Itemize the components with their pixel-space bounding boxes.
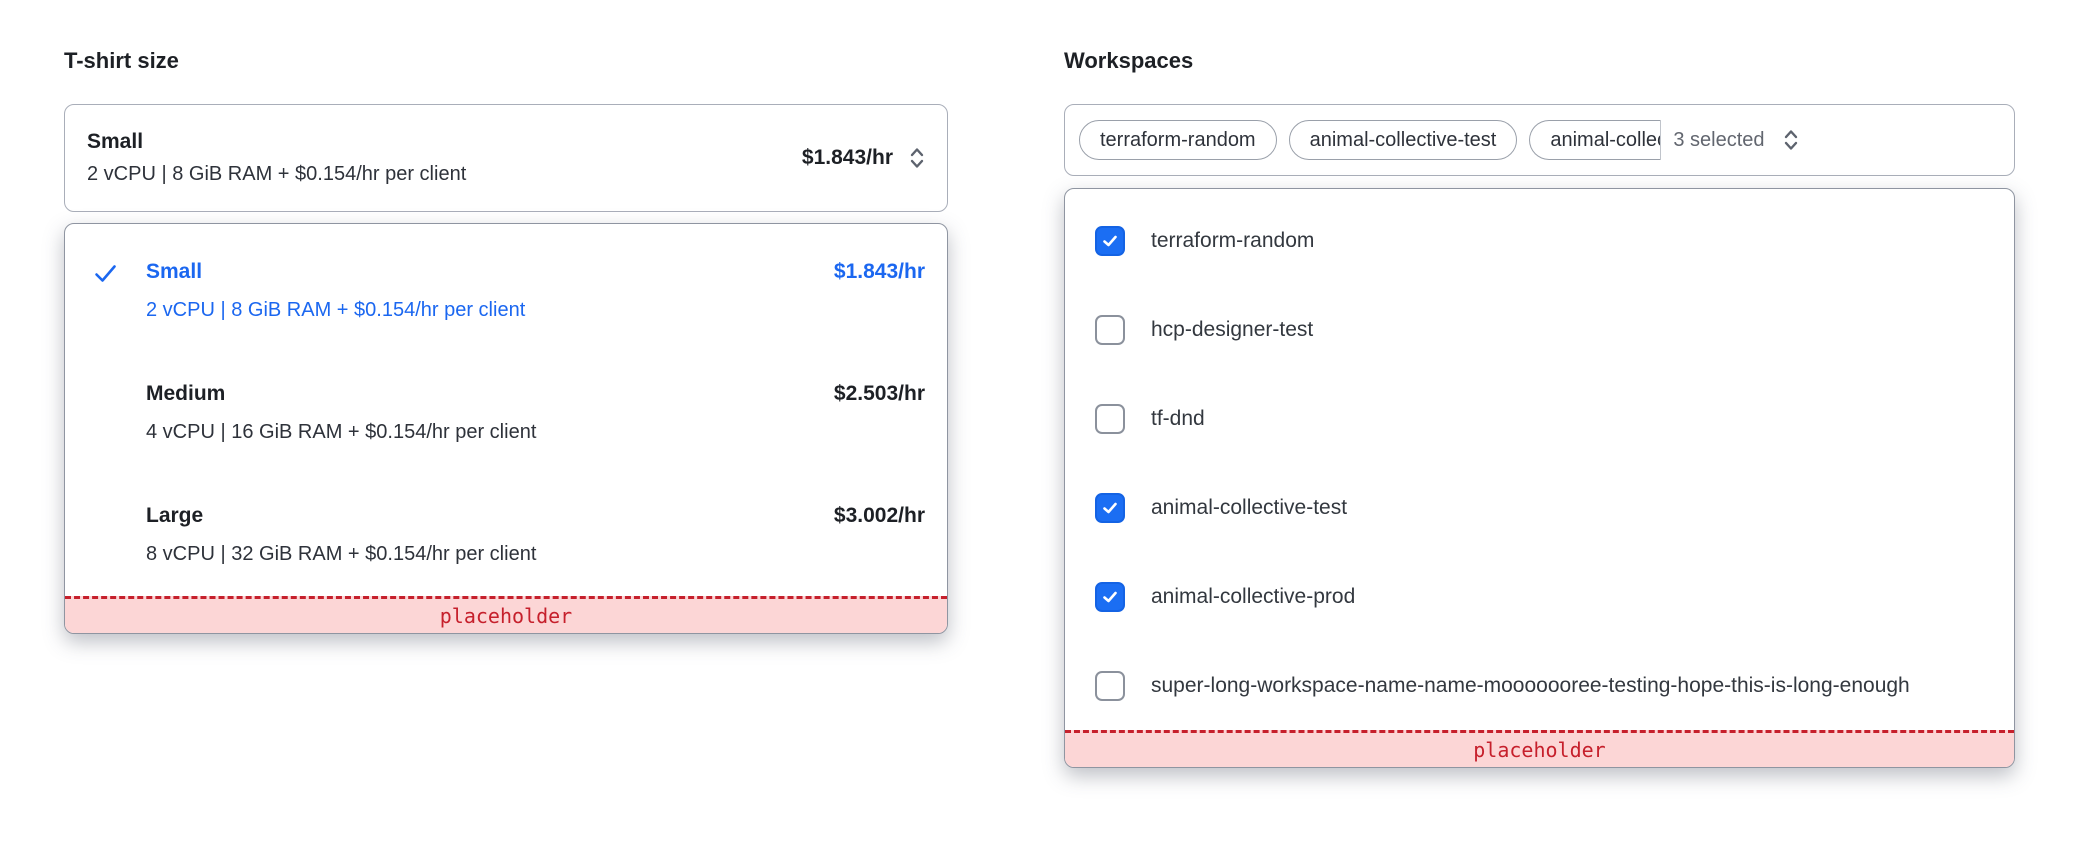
checkbox[interactable] — [1095, 493, 1125, 523]
checkbox[interactable] — [1095, 404, 1125, 434]
option-small[interactable]: Small 2 vCPU | 8 GiB RAM + $0.154/hr per… — [65, 230, 947, 352]
placeholder-footer: placeholder — [1065, 730, 2014, 767]
placeholder-text: placeholder — [439, 604, 573, 628]
option-large[interactable]: Large 8 vCPU | 32 GiB RAM + $0.154/hr pe… — [65, 474, 947, 596]
workspaces-field: Workspaces terraform-random animal-colle… — [1064, 48, 2015, 768]
workspace-name: animal-collective-test — [1151, 496, 1348, 519]
option-price: $2.503/hr — [833, 382, 925, 405]
selected-size-summary: Small 2 vCPU | 8 GiB RAM + $0.154/hr per… — [87, 127, 466, 189]
option-medium[interactable]: Medium 4 vCPU | 16 GiB RAM + $0.154/hr p… — [65, 352, 947, 474]
workspace-name: terraform-random — [1151, 229, 1315, 252]
workspace-name: super-long-workspace-name-name-moooooore… — [1151, 674, 1910, 697]
checkbox[interactable] — [1095, 671, 1125, 701]
option-name: Large — [146, 504, 204, 527]
option-description: 8 vCPU | 32 GiB RAM + $0.154/hr per clie… — [146, 543, 537, 565]
selected-size-price: $1.843/hr — [801, 146, 893, 169]
selected-count-label: 3 selected — [1673, 128, 1765, 151]
selected-workspace-pill: animal-collective-test — [1288, 120, 1518, 160]
selected-workspace-pill-clipped: animal-collective-prod — [1529, 120, 1662, 160]
workspace-name: animal-collective-prod — [1151, 585, 1356, 608]
checkbox[interactable] — [1095, 315, 1125, 345]
selected-workspace-pill: terraform-random — [1079, 120, 1277, 160]
workspace-option-super-long-workspace[interactable]: super-long-workspace-name-name-moooooore… — [1065, 641, 2014, 730]
workspace-option-hcp-designer-test[interactable]: hcp-designer-test — [1065, 285, 2014, 374]
caret-sort-icon — [1781, 126, 1801, 154]
workspaces-label: Workspaces — [1064, 48, 1194, 73]
workspaces-listbox: terraform-random hcp-designer-test tf-dn… — [1064, 188, 2015, 768]
check-icon — [65, 501, 146, 531]
tshirt-size-select-trigger[interactable]: Small 2 vCPU | 8 GiB RAM + $0.154/hr per… — [64, 104, 948, 212]
check-icon — [65, 257, 146, 287]
caret-sort-icon — [907, 144, 927, 172]
check-icon — [65, 379, 146, 409]
workspace-option-animal-collective-test[interactable]: animal-collective-test — [1065, 463, 2014, 552]
tshirt-size-field: T-shirt size Small 2 vCPU | 8 GiB RAM + … — [64, 48, 948, 634]
selected-size-description: 2 vCPU | 8 GiB RAM + $0.154/hr per clien… — [87, 163, 467, 185]
placeholder-footer: placeholder — [65, 596, 947, 633]
option-price: $1.843/hr — [833, 260, 925, 283]
checkbox[interactable] — [1095, 582, 1125, 612]
option-description: 2 vCPU | 8 GiB RAM + $0.154/hr per clien… — [146, 299, 526, 321]
workspace-name: hcp-designer-test — [1151, 318, 1314, 341]
workspace-option-animal-collective-prod[interactable]: animal-collective-prod — [1065, 552, 2014, 641]
workspace-option-terraform-random[interactable]: terraform-random — [1065, 196, 2014, 285]
placeholder-text: placeholder — [1473, 738, 1606, 762]
workspace-name: tf-dnd — [1151, 407, 1205, 430]
checkbox[interactable] — [1095, 226, 1125, 256]
checkbox-check-icon — [1103, 502, 1117, 514]
workspaces-multiselect-trigger[interactable]: terraform-random animal-collective-test … — [1064, 104, 2015, 176]
selected-size-name: Small — [87, 130, 144, 153]
option-price: $3.002/hr — [833, 504, 925, 527]
tshirt-size-label: T-shirt size — [64, 48, 179, 73]
workspace-option-tf-dnd[interactable]: tf-dnd — [1065, 374, 2014, 463]
checkbox-check-icon — [1103, 235, 1117, 247]
option-name: Medium — [146, 382, 226, 405]
option-name: Small — [146, 260, 203, 283]
tshirt-size-listbox: Small 2 vCPU | 8 GiB RAM + $0.154/hr per… — [64, 223, 948, 634]
checkbox-check-icon — [1103, 591, 1117, 603]
option-description: 4 vCPU | 16 GiB RAM + $0.154/hr per clie… — [146, 421, 537, 443]
